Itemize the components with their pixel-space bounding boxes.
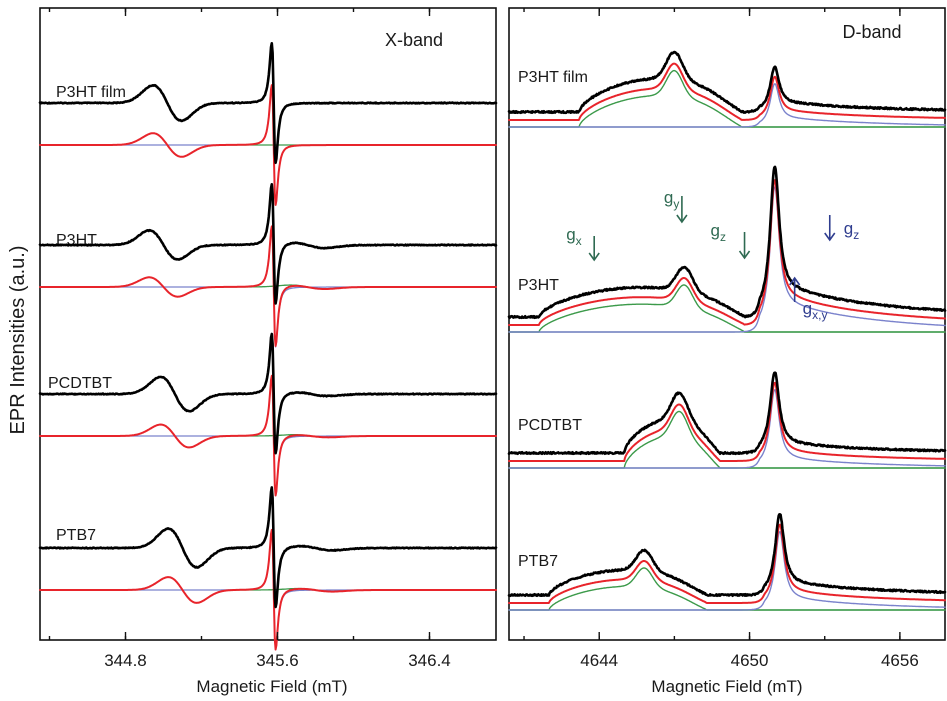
d-sample-label-0: P3HT film xyxy=(518,69,588,86)
d-series-red-2 xyxy=(508,381,946,462)
x-tick-label-0: 344.8 xyxy=(104,651,147,670)
annot-arrowhead-gz-green xyxy=(738,250,751,260)
annot-label-gz-green: gz xyxy=(711,221,726,244)
d-series-blue-3 xyxy=(508,531,946,611)
d-sample-label-2: PCDTBT xyxy=(518,417,582,434)
x-sample-label-3: PTB7 xyxy=(56,527,96,544)
d-series-green-1 xyxy=(508,284,946,333)
annot-sub-gy: y xyxy=(673,197,679,211)
d-tick-label-2: 4656 xyxy=(881,651,919,670)
x-band-panel: X-band P3HT film P3HT PCDTBT PTB7 344.8 3… xyxy=(38,7,498,696)
annot-sub-gz-green: z xyxy=(720,230,726,244)
annot-arrowhead-gx xyxy=(588,252,600,262)
d-series-red-3 xyxy=(508,523,946,604)
annot-label-gy: gy xyxy=(664,188,679,211)
annot-sub-gz-blue: z xyxy=(853,228,859,242)
d-series-black-3 xyxy=(507,513,947,598)
d-series-black-0 xyxy=(507,50,947,115)
x-band-xlabel: Magnetic Field (mT) xyxy=(196,677,347,696)
x-series-red-0 xyxy=(39,84,497,206)
x-series-red-1 xyxy=(39,225,497,347)
d-series-black-2 xyxy=(507,371,947,456)
d-series-blue-2 xyxy=(508,389,946,469)
y-axis-title: EPR Intensities (a.u.) xyxy=(7,246,29,435)
d-band-panel: D-band P3HT film P3HT PCDTBT PTB7 gx gy gz… xyxy=(507,7,947,696)
annot-sub-gxy: x,y xyxy=(812,308,827,322)
x-series-black-2 xyxy=(38,332,498,455)
x-tick-label-1: 345.6 xyxy=(256,651,299,670)
d-band-xlabel: Magnetic Field (mT) xyxy=(651,677,802,696)
x-band-ticks: 344.8 345.6 346.4 xyxy=(48,8,451,670)
x-tick-label-2: 346.4 xyxy=(408,651,451,670)
d-sample-label-3: PTB7 xyxy=(518,553,558,570)
d-band-label: D-band xyxy=(842,22,901,42)
d-series-black-1 xyxy=(507,165,947,320)
annot-sub-gx: x xyxy=(576,234,582,248)
x-sample-label-0: P3HT film xyxy=(56,84,126,101)
x-band-frame xyxy=(39,7,497,641)
d-tick-label-0: 4644 xyxy=(580,651,618,670)
x-series-red-2 xyxy=(39,374,497,497)
x-series-black-0 xyxy=(38,42,498,165)
d-tick-label-1: 4650 xyxy=(731,651,769,670)
annot-arrowhead-gy xyxy=(676,214,688,224)
annot-label-gz-blue: gz xyxy=(844,219,859,242)
annot-arrowhead-gz-blue xyxy=(824,232,836,242)
d-series-blue-0 xyxy=(508,83,946,128)
x-series-black-3 xyxy=(38,486,498,609)
x-series-red-3 xyxy=(39,528,497,651)
x-series-black-1 xyxy=(38,183,498,305)
d-series-blue-1 xyxy=(508,186,946,333)
x-band-curves xyxy=(38,42,498,651)
x-band-label: X-band xyxy=(385,30,443,50)
x-sample-label-2: PCDTBT xyxy=(48,375,112,392)
annot-arrowhead-gxy xyxy=(789,276,801,286)
d-sample-label-1: P3HT xyxy=(518,277,559,294)
d-series-red-1 xyxy=(508,179,946,326)
d-series-green-0 xyxy=(508,69,946,128)
d-series-red-0 xyxy=(508,62,946,121)
d-band-ticks: 4644 4650 4656 xyxy=(523,8,919,670)
d-band-curves xyxy=(507,50,947,611)
annot-label-gx: gx xyxy=(566,225,581,248)
